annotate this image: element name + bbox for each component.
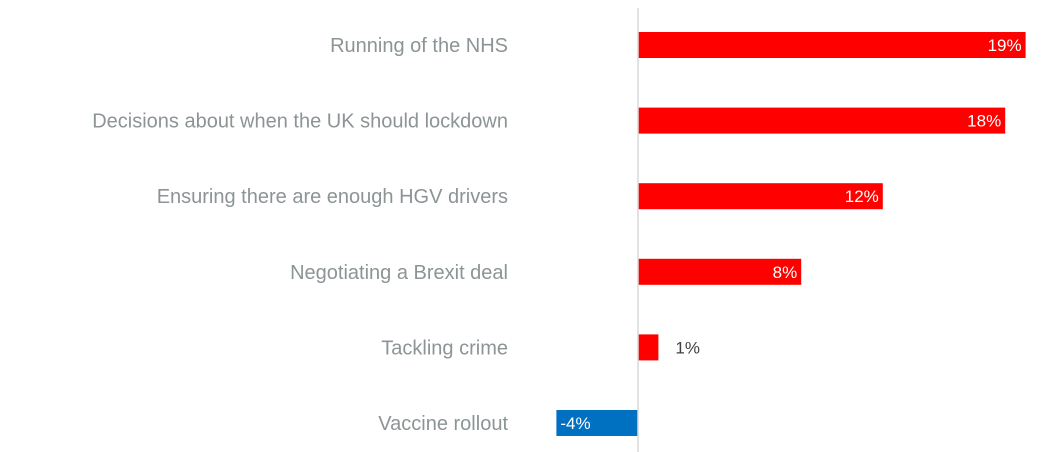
bar bbox=[638, 334, 659, 361]
bar bbox=[638, 183, 883, 210]
category-label: Negotiating a Brexit deal bbox=[290, 262, 508, 284]
category-label: Ensuring there are enough HGV drivers bbox=[157, 186, 508, 208]
bar bbox=[638, 107, 1006, 134]
category-labels: Running of the NHS Decisions about when t… bbox=[92, 35, 508, 435]
value-label: -4% bbox=[560, 414, 590, 433]
value-labels: 19% 18% 12% 8% 1% -4% bbox=[560, 36, 1021, 433]
value-label: 19% bbox=[988, 36, 1022, 55]
value-label: 1% bbox=[675, 338, 700, 357]
bar bbox=[556, 410, 638, 436]
category-label: Decisions about when the UK should lockd… bbox=[92, 111, 508, 133]
category-label: Running of the NHS bbox=[330, 35, 508, 57]
value-label: 8% bbox=[773, 263, 798, 282]
bar bbox=[638, 258, 802, 285]
category-label: Vaccine rollout bbox=[378, 413, 508, 435]
value-label: 18% bbox=[967, 112, 1001, 131]
bar bbox=[638, 32, 1026, 58]
bars bbox=[556, 32, 1026, 436]
value-label: 12% bbox=[845, 187, 879, 206]
category-label: Tackling crime bbox=[381, 337, 508, 359]
